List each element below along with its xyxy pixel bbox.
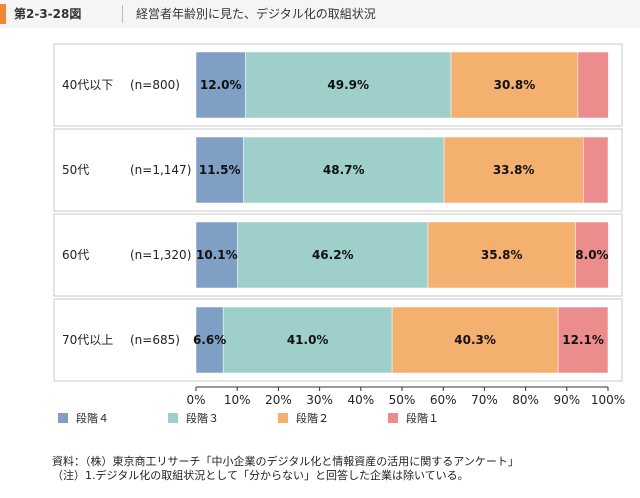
bar-value-label: 8.0% [575,248,608,262]
figure-title-bar: 第2-3-28図 経営者年齢別に見た、デジタル化の取組状況 [0,0,640,28]
bar-value-label: 41.0% [287,333,329,347]
sample-size-label: (n=685) [130,333,180,347]
figure-title: 経営者年齢別に見た、デジタル化の取組状況 [136,7,376,21]
bar-segment [557,306,609,374]
bar-segment [583,136,609,204]
category-label: 50代 [62,163,89,177]
bar-segment [427,221,576,289]
legend-swatch [278,413,288,423]
category-label: 60代 [62,248,89,262]
category-label: 40代以下 [62,78,113,92]
x-tick-label: 40% [347,393,374,407]
bar-value-label: 30.8% [494,78,536,92]
bar-value-label: 12.1% [562,333,604,347]
bar-segment [245,51,452,119]
legend-label: 段階１ [406,411,439,425]
bar-segment [195,221,238,289]
bar-value-label: 40.3% [454,333,496,347]
sample-size-label: (n=800) [130,78,180,92]
footnotes: 資料：（株）東京商工リサーチ「中小企業のデジタル化と情報資産の活用に関するアンケ… [52,455,519,483]
bar-segment [391,306,559,374]
footnote-source: 資料：（株）東京商工リサーチ「中小企業のデジタル化と情報資産の活用に関するアンケ… [52,455,519,468]
legend-swatch [388,413,398,423]
bar-segment [195,306,224,374]
x-tick-label: 70% [471,393,498,407]
bar-value-label: 35.8% [481,248,523,262]
bar-value-label: 33.8% [493,163,535,177]
bar-segment [450,51,579,119]
x-tick-label: 10% [224,393,251,407]
legend-swatch [168,413,178,423]
legend-label: 段階３ [186,411,219,425]
x-tick-label: 0% [186,393,205,407]
bar-value-label: 11.5% [199,163,241,177]
x-tick-label: 60% [430,393,457,407]
legend-label: 段階２ [296,411,329,425]
bar-value-label: 6.6% [193,333,226,347]
bar-segment [195,51,246,119]
sample-size-label: (n=1,147) [130,163,191,177]
bar-segment [575,221,609,289]
category-label: 70代以上 [62,333,113,347]
bar-segment [237,221,429,289]
x-tick-label: 50% [389,393,416,407]
x-tick-label: 90% [553,393,580,407]
bar-segment [243,136,445,204]
stacked-bar-chart: 40代以下 (n=800) 12.0% 49.9% 30.8% 50代 (n=1,147) 1… [53,43,625,425]
legend-label: 段階４ [76,411,109,425]
figure-number: 第2-3-28図 [14,7,82,21]
bar-segment [195,136,244,204]
x-tick-label: 30% [306,393,333,407]
bar-segment [443,136,584,204]
title-divider [122,5,123,23]
sample-size-label: (n=1,320) [130,248,191,262]
x-tick-label: 20% [265,393,292,407]
bar-value-label: 46.2% [312,248,354,262]
title-accent-bar [0,4,6,24]
x-tick-label: 100% [591,393,625,407]
bar-value-label: 49.9% [327,78,369,92]
bar-segment [222,306,393,374]
legend-swatch [58,413,68,423]
bar-value-label: 48.7% [323,163,365,177]
x-tick-label: 80% [512,393,539,407]
footnote-note: （注）1.デジタル化の取組状況として「分からない」と回答した企業は除いている。 [52,469,469,482]
bar-value-label: 12.0% [200,78,242,92]
bar-value-label: 10.1% [196,248,238,262]
bar-segment [577,51,609,119]
